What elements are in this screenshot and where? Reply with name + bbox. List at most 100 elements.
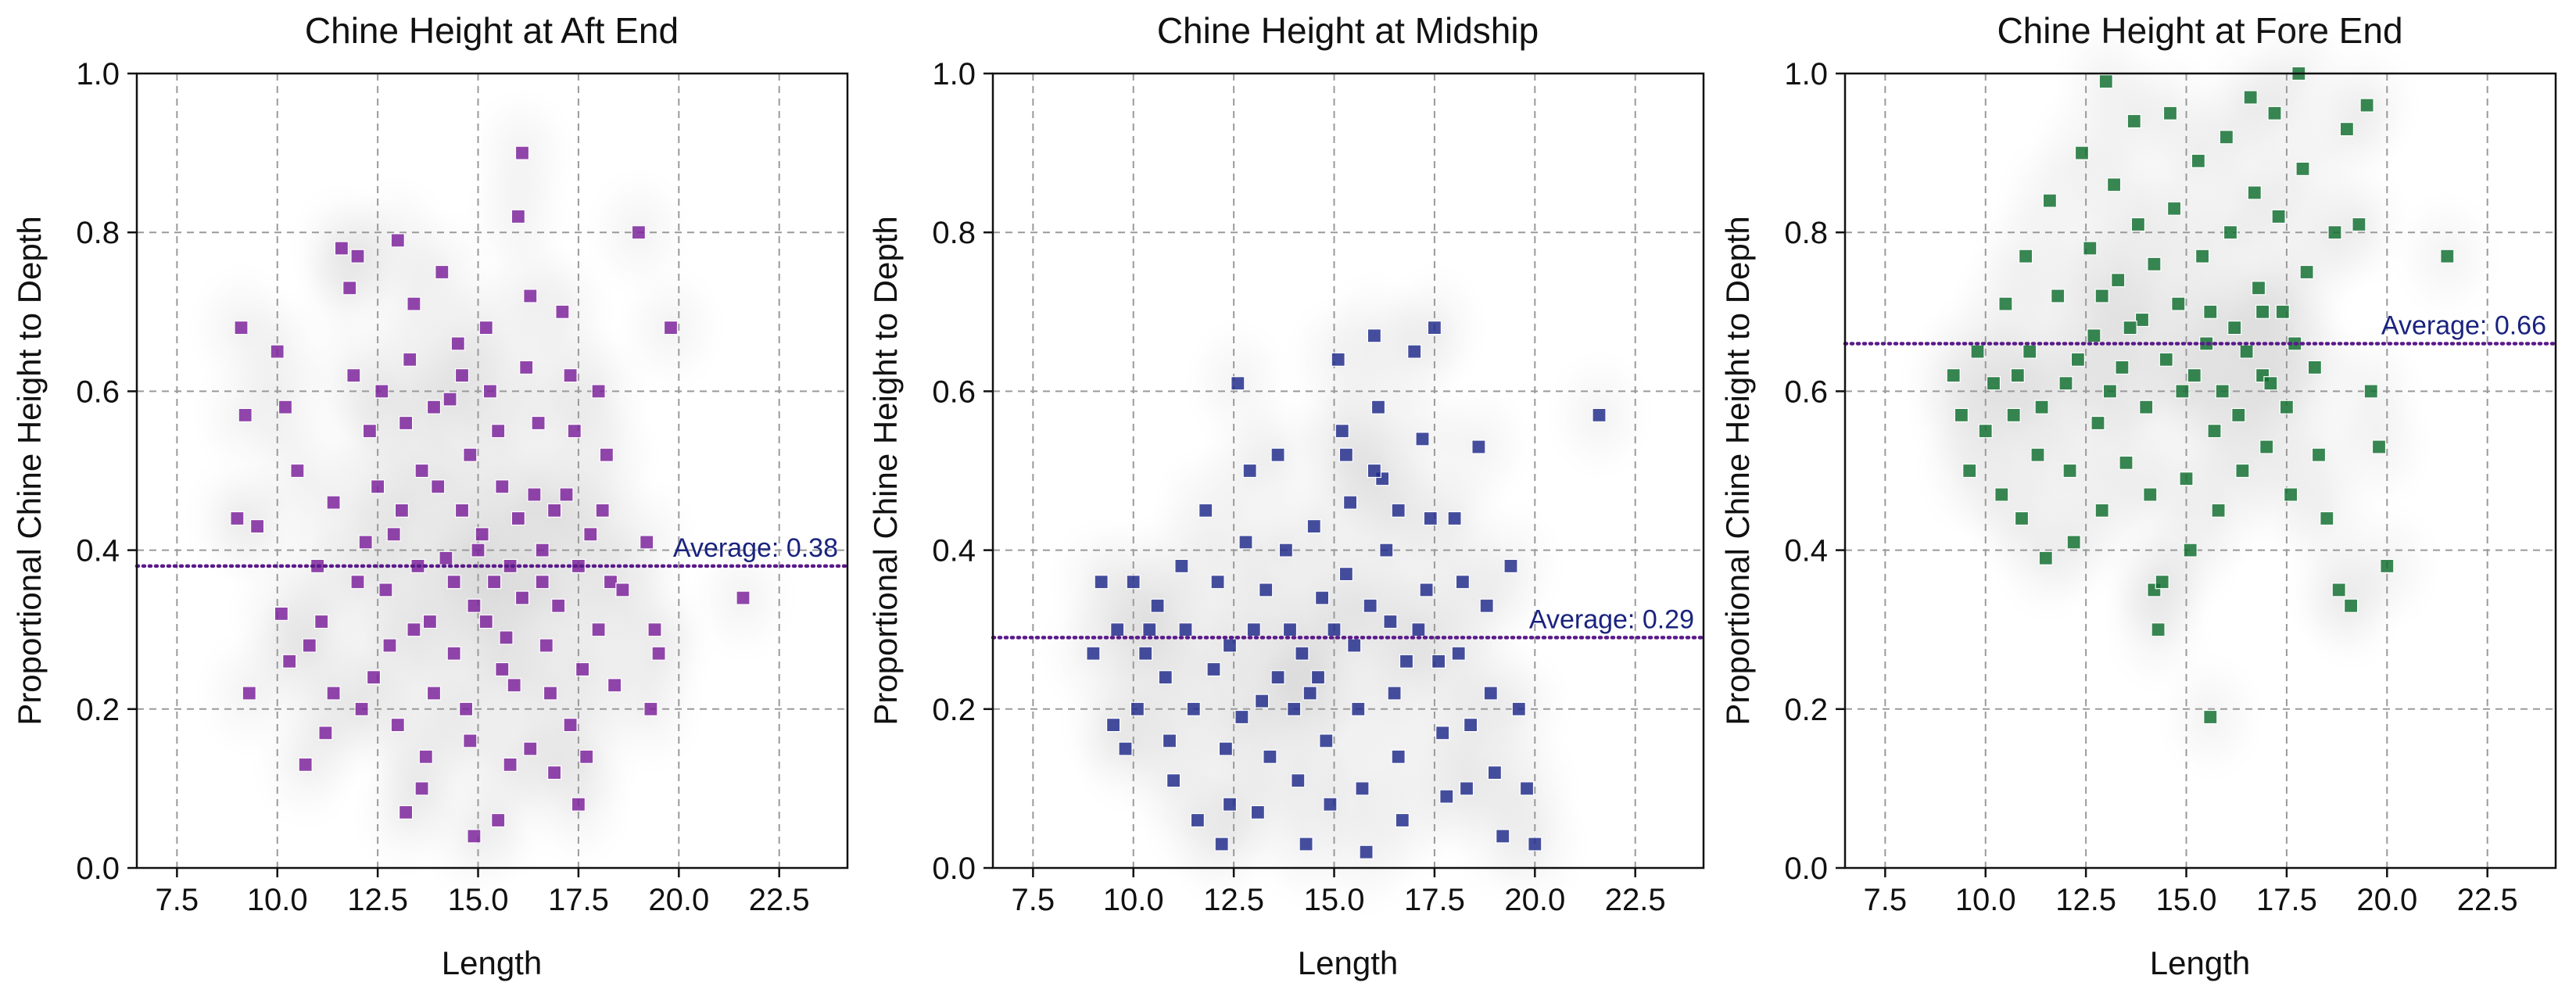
data-point	[314, 614, 329, 629]
data-point	[1391, 749, 1406, 764]
data-point	[603, 575, 618, 590]
data-point	[531, 415, 546, 431]
data-point	[2058, 376, 2073, 391]
data-point	[378, 583, 393, 597]
data-point	[563, 368, 578, 383]
data-point	[575, 662, 590, 677]
data-point	[1994, 487, 2009, 502]
data-point	[2019, 249, 2033, 264]
data-point	[2094, 289, 2109, 303]
y-tick-label: 1.0	[76, 57, 120, 91]
x-tick-label: 22.5	[2457, 883, 2518, 917]
y-tick-label: 0.0	[932, 852, 976, 886]
data-point	[2134, 312, 2150, 328]
data-point	[1306, 518, 1321, 534]
data-point	[1222, 797, 1238, 812]
data-point	[2219, 130, 2234, 145]
data-point	[503, 757, 518, 773]
data-point	[2352, 217, 2366, 232]
data-point	[1387, 686, 1402, 701]
data-point	[1142, 622, 1157, 637]
data-point	[2155, 575, 2169, 590]
y-tick-label: 0.8	[1784, 216, 1828, 250]
data-point	[1487, 765, 1503, 780]
x-tick-label: 7.5	[1864, 883, 1908, 917]
data-point	[527, 487, 542, 502]
data-point	[1218, 741, 1234, 756]
data-point	[1282, 622, 1298, 637]
data-point	[2440, 249, 2455, 264]
data-point	[2191, 153, 2205, 168]
y-tick-label: 0.6	[76, 375, 120, 409]
data-point	[407, 622, 421, 637]
average-label: Average: 0.66	[2381, 310, 2546, 340]
x-tick-label: 12.5	[347, 883, 408, 917]
data-point	[1210, 575, 1225, 590]
density-contours	[1038, 261, 1654, 919]
data-point	[435, 264, 450, 280]
data-point	[478, 321, 493, 335]
y-tick-label: 0.4	[76, 534, 120, 568]
data-point	[1222, 638, 1238, 653]
data-point	[362, 424, 377, 439]
data-point	[439, 550, 453, 565]
data-point	[431, 479, 446, 494]
data-point	[2263, 376, 2278, 391]
x-axis-label: Length	[1298, 945, 1398, 981]
chart-title: Chine Height at Aft End	[305, 10, 679, 51]
x-axis-label: Length	[442, 945, 542, 981]
data-point	[1242, 463, 1257, 479]
data-point	[2094, 503, 2109, 518]
data-point	[2295, 161, 2310, 176]
data-point	[238, 407, 253, 423]
x-tick-label: 7.5	[156, 883, 199, 917]
y-axis-label: Proportional Chine Height to Depth	[1719, 216, 1756, 725]
data-point	[2203, 709, 2218, 725]
data-point	[2203, 304, 2218, 319]
data-point	[302, 638, 317, 653]
data-point	[519, 360, 534, 375]
data-point	[371, 479, 385, 494]
data-point	[514, 145, 530, 160]
data-point	[507, 678, 521, 693]
data-point	[358, 535, 373, 550]
data-point	[2171, 296, 2186, 311]
data-point	[374, 384, 389, 399]
data-point	[2183, 543, 2198, 558]
data-point	[1270, 447, 1285, 462]
data-point	[583, 527, 598, 542]
data-point	[1254, 694, 1270, 708]
data-point	[1463, 717, 1478, 733]
data-point	[2070, 352, 2085, 367]
data-point	[535, 575, 550, 590]
data-point	[1278, 543, 1294, 558]
data-point	[1359, 844, 1374, 859]
data-point	[514, 590, 530, 605]
data-point	[2010, 368, 2025, 383]
data-point	[318, 726, 333, 740]
axes-frame	[1843, 72, 2557, 870]
data-point	[2087, 328, 2101, 343]
subplot-fore-end: Chine Height at Fore End Length Proporti…	[1719, 7, 2558, 981]
data-point	[2115, 360, 2130, 375]
x-tick-label: 15.0	[448, 883, 509, 917]
data-point	[1978, 424, 1993, 439]
x-tick-label: 7.5	[1012, 883, 1055, 917]
data-point	[290, 463, 305, 479]
data-point	[450, 336, 465, 351]
data-point	[1367, 463, 1382, 479]
data-point	[2227, 321, 2242, 335]
data-point	[511, 209, 526, 224]
data-point	[1427, 321, 1442, 335]
x-tick-label: 17.5	[1404, 883, 1465, 917]
data-point	[2195, 249, 2210, 264]
data-point	[546, 503, 562, 518]
data-point	[426, 400, 442, 414]
data-point	[523, 741, 538, 756]
data-point	[1503, 558, 1518, 574]
data-point	[270, 344, 285, 359]
data-point	[382, 638, 397, 653]
data-point	[643, 701, 658, 716]
data-point	[426, 686, 442, 701]
